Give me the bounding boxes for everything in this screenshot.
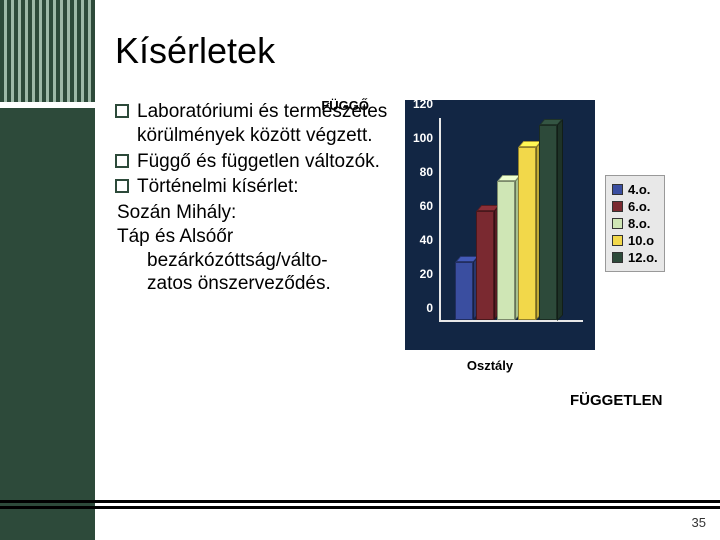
bullet-icon [115,179,129,193]
bullet-text: Történelmi kísérlet: [137,175,299,199]
bullet-icon [115,104,129,118]
legend-label: 10.o [628,233,654,248]
plain-line: Sozán Mihály: [117,201,395,225]
legend-item: 4.o. [612,182,658,197]
legend-label: 12.o. [628,250,658,265]
y-tick-label: 20 [420,267,433,281]
x-axis-label: Osztály [467,358,513,380]
slide-title: Kísérletek [115,30,705,72]
plot-area [439,118,583,322]
legend-label: 4.o. [628,182,650,197]
legend-item: 12.o. [612,250,658,265]
legend-swatch [612,184,623,195]
sidebar-stripes [0,0,95,108]
y-tick-label: 80 [420,165,433,179]
chart-column: 020406080100120 Osztály 4.o.6.o.8.o.10.o… [405,100,705,350]
y-tick-label: 120 [413,97,433,111]
legend-label: 6.o. [628,199,650,214]
bullet-icon [115,154,129,168]
bar [455,262,473,320]
y-tick-label: 100 [413,131,433,145]
legend-swatch [612,201,623,212]
legend-swatch [612,218,623,229]
bar [476,211,494,320]
bullet-text: Függő és független változók. [137,150,380,174]
plain-line: Táp és Alsóőr [117,225,395,249]
y-tick-label: 40 [420,233,433,247]
fuggetlen-label: FÜGGETLEN [570,392,663,409]
body-row: FÜGGŐ Laboratóriumi és természetes körül… [115,100,705,350]
bar [539,125,557,321]
fuggo-label: FÜGGŐ [321,98,369,114]
y-tick-label: 60 [420,199,433,213]
indent-line: zatos önszerveződés. [147,272,395,296]
bars-group [455,118,557,320]
legend-item: 8.o. [612,216,658,231]
bar-chart: 0 20 40 60 80 100 120 [405,100,595,350]
slide-content: Kísérletek FÜGGŐ Laboratóriumi és termés… [115,30,705,350]
y-tick-label: 0 [426,301,433,315]
chart-legend: 4.o. 6.o. 8.o. 10.o 12.o. [605,175,665,272]
text-column: FÜGGŐ Laboratóriumi és természetes körül… [115,100,395,350]
legend-item: 10.o [612,233,658,248]
legend-label: 8.o. [628,216,650,231]
legend-swatch [612,235,623,246]
bar [518,147,536,320]
footer-rule [0,500,720,503]
footer-rule [0,506,720,509]
y-axis: 020406080100120 [407,118,435,322]
indent-line: bezárkózóttság/válto- [147,249,395,273]
slide-sidebar [0,0,95,540]
page-number: 35 [692,515,706,530]
bullet-item: Függő és független változók. [115,150,395,174]
bullet-item: Történelmi kísérlet: [115,175,395,199]
legend-swatch [612,252,623,263]
sidebar-solid [0,108,95,540]
legend-item: 6.o. [612,199,658,214]
bar [497,181,515,320]
